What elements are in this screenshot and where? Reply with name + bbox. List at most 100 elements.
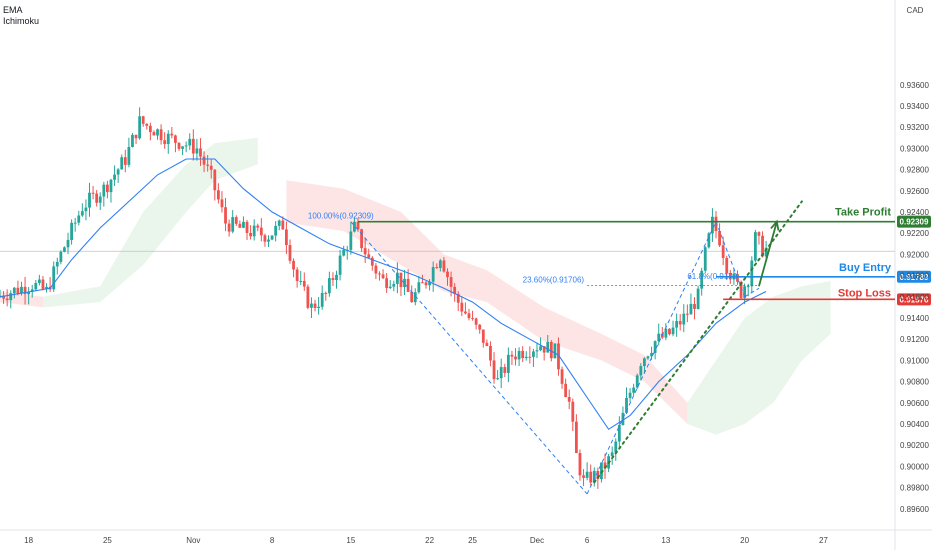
candle-body-157 [560,369,564,384]
candle-body-171 [610,452,614,457]
candle-body-214 [764,247,768,257]
candle-body-182 [650,352,653,357]
candle-body-104 [370,257,374,266]
candle-body-77 [274,225,278,236]
fib-label-2: 61.8%(0.9172 [687,272,737,281]
y-tick-10: 0.91600 [900,293,929,302]
candle-body-206 [736,274,739,282]
y-tick-1: 0.93400 [900,102,929,111]
candle-body-38 [134,134,138,139]
candle-body-89 [317,306,321,309]
candle-body-143 [510,354,514,357]
candle-body-94 [335,274,338,280]
candle-body-6 [20,286,23,294]
candle-body-58 [206,164,210,166]
candle-body-208 [743,286,747,298]
candle-body-164 [585,471,589,478]
candle-body-191 [682,313,686,325]
candle-body-16 [55,261,59,267]
candle-body-7 [23,286,27,295]
candle-body-80 [285,229,288,246]
candle-body-109 [388,286,392,289]
candle-body-37 [131,134,134,148]
candle-body-46 [163,140,167,145]
candle-body-196 [700,270,704,289]
candle-body-105 [374,265,378,274]
candle-body-200 [714,216,718,232]
candle-body-54 [191,138,195,154]
candle-body-96 [342,249,346,256]
candle-body-118 [421,282,424,284]
support-trendline [593,200,803,484]
candle-body-201 [718,231,721,246]
candle-body-151 [539,346,542,351]
candle-body-40 [141,116,145,124]
candle-body-128 [456,293,460,303]
indicator-ichimoku-label[interactable]: Ichimoku [3,16,40,26]
ema-line [0,158,767,431]
candle-body-169 [603,462,607,469]
candle-body-184 [657,333,661,342]
candle-body-189 [675,321,679,328]
candle-body-161 [574,421,578,453]
candle-body-173 [617,425,621,442]
candle-body-26 [91,192,95,194]
candle-body-87 [310,303,313,308]
candle-body-132 [471,318,474,320]
candle-body-193 [689,303,693,315]
candle-body-74 [263,235,267,242]
candle-body-47 [166,133,170,145]
candle-body-134 [478,324,482,330]
candle-body-39 [138,116,142,139]
candle-body-95 [338,255,342,275]
indicator-ema-label[interactable]: EMA [3,5,23,15]
y-tick-4: 0.92800 [900,166,929,175]
candle-body-91 [324,292,328,294]
candle-body-25 [88,192,91,208]
candle-body-186 [664,328,668,338]
candle-body-127 [453,286,457,294]
level-label-0: Take Profit [835,207,891,219]
ichimoku-cloud-bull-1 [687,280,831,435]
candle-body-129 [460,302,464,312]
y-tick-18: 0.90000 [900,462,929,471]
x-tick-3: 8 [270,536,275,545]
candle-body-15 [52,266,56,290]
candle-body-81 [288,245,292,261]
candle-body-4 [12,287,16,294]
y-tick-17: 0.90200 [900,441,929,450]
candle-body-210 [750,260,754,287]
price-badge-text-2: 0.91576 [900,295,929,304]
candle-body-73 [259,227,263,236]
price-badge-text-0: 0.92309 [900,218,929,227]
x-tick-9: 13 [661,536,670,545]
candle-body-84 [299,280,303,282]
candle-body-114 [406,278,410,292]
candle-body-165 [589,471,593,483]
y-tick-20: 0.89600 [900,505,929,514]
candle-body-61 [216,190,220,200]
x-tick-0: 18 [24,536,33,545]
candle-body-62 [220,199,224,208]
candle-body-115 [410,291,414,303]
candle-body-166 [592,470,596,483]
candle-body-156 [557,343,560,370]
candle-body-10 [34,283,38,290]
candle-body-153 [546,341,550,353]
y-tick-5: 0.92600 [900,187,929,196]
candle-body-154 [549,341,553,359]
candle-body-50 [177,142,181,149]
candle-body-45 [159,129,163,141]
candle-body-142 [506,354,510,373]
candle-body-68 [242,221,245,228]
x-tick-4: 15 [346,536,355,545]
candle-body-23 [80,211,84,216]
candle-body-18 [63,247,66,252]
candle-body-59 [209,165,213,170]
candle-body-51 [181,146,184,149]
candle-body-183 [653,341,657,353]
x-tick-2: Nov [186,536,200,545]
candle-body-175 [625,397,628,413]
x-tick-8: 6 [585,536,590,545]
